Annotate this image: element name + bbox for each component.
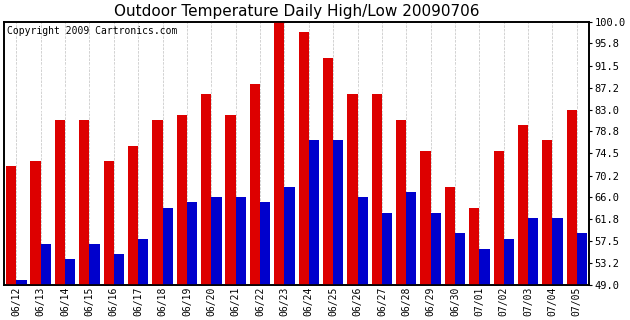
Bar — [518, 125, 528, 320]
Bar — [114, 254, 124, 320]
Bar — [445, 187, 455, 320]
Bar — [528, 218, 539, 320]
Bar — [469, 208, 479, 320]
Bar — [138, 239, 149, 320]
Bar — [89, 244, 100, 320]
Bar — [152, 120, 163, 320]
Bar — [65, 259, 76, 320]
Bar — [504, 239, 514, 320]
Bar — [30, 161, 41, 320]
Bar — [284, 187, 295, 320]
Bar — [347, 94, 357, 320]
Bar — [323, 58, 333, 320]
Bar — [176, 115, 187, 320]
Bar — [455, 233, 465, 320]
Title: Outdoor Temperature Daily High/Low 20090706: Outdoor Temperature Daily High/Low 20090… — [114, 4, 479, 19]
Bar — [274, 22, 284, 320]
Bar — [420, 151, 431, 320]
Bar — [260, 203, 270, 320]
Bar — [566, 109, 577, 320]
Bar — [382, 213, 392, 320]
Bar — [357, 197, 368, 320]
Bar — [201, 94, 211, 320]
Bar — [542, 140, 553, 320]
Bar — [577, 233, 587, 320]
Bar — [299, 32, 309, 320]
Bar — [163, 208, 173, 320]
Bar — [211, 197, 222, 320]
Bar — [55, 120, 65, 320]
Bar — [236, 197, 246, 320]
Bar — [309, 140, 319, 320]
Bar — [553, 218, 563, 320]
Bar — [79, 120, 89, 320]
Bar — [250, 84, 260, 320]
Bar — [226, 115, 236, 320]
Bar — [406, 192, 416, 320]
Bar — [333, 140, 343, 320]
Bar — [128, 146, 138, 320]
Bar — [187, 203, 197, 320]
Bar — [16, 280, 26, 320]
Bar — [41, 244, 51, 320]
Bar — [431, 213, 441, 320]
Bar — [493, 151, 504, 320]
Bar — [103, 161, 114, 320]
Bar — [479, 249, 490, 320]
Bar — [372, 94, 382, 320]
Text: Copyright 2009 Cartronics.com: Copyright 2009 Cartronics.com — [7, 26, 178, 36]
Bar — [396, 120, 406, 320]
Bar — [6, 166, 16, 320]
